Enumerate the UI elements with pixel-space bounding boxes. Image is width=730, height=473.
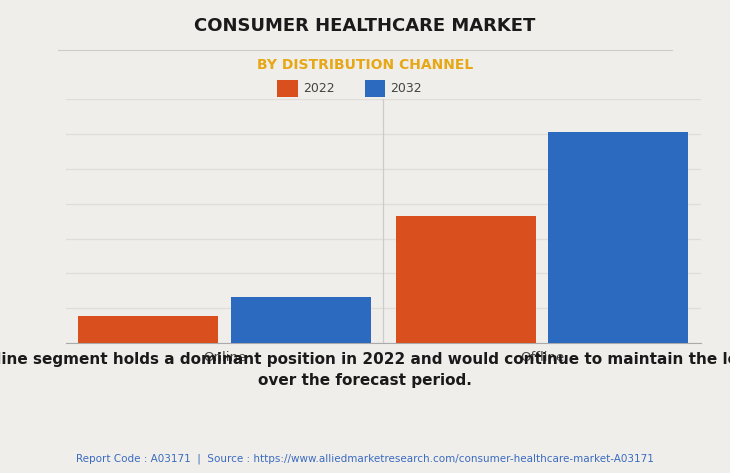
Bar xyxy=(396,216,536,343)
Text: 2022: 2022 xyxy=(303,82,334,96)
Text: 2032: 2032 xyxy=(391,82,422,96)
Text: CONSUMER HEALTHCARE MARKET: CONSUMER HEALTHCARE MARKET xyxy=(194,17,536,35)
Bar xyxy=(548,132,688,343)
Bar xyxy=(365,80,385,97)
Text: Offline segment holds a dominant position in 2022 and would continue to maintain: Offline segment holds a dominant positio… xyxy=(0,352,730,388)
Text: Report Code : A03171  |  Source : https://www.alliedmarketresearch.com/consumer-: Report Code : A03171 | Source : https://… xyxy=(76,453,654,464)
Text: BY DISTRIBUTION CHANNEL: BY DISTRIBUTION CHANNEL xyxy=(257,58,473,72)
Bar xyxy=(231,297,371,343)
Bar xyxy=(78,316,218,343)
Bar xyxy=(277,80,298,97)
